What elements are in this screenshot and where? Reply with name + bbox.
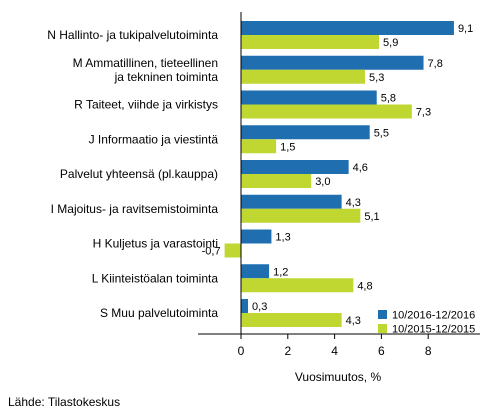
bar <box>241 104 412 119</box>
bar <box>241 90 377 105</box>
bar <box>241 160 349 174</box>
category-label: I Majoitus- ja ravitsemistoiminta <box>51 202 219 216</box>
bar <box>241 174 312 188</box>
bar-chart: 9,15,97,85,35,87,35,51,54,63,04,35,11,3-… <box>47 12 480 384</box>
data-label: 5,3 <box>369 72 384 84</box>
x-tick-label: 8 <box>425 344 432 358</box>
data-label: 1,5 <box>280 141 295 153</box>
bar <box>241 313 342 327</box>
data-label: 4,8 <box>357 280 372 292</box>
legend-swatch <box>378 324 387 333</box>
bar <box>241 208 361 223</box>
data-label: 9,1 <box>458 23 473 35</box>
bar <box>224 243 241 258</box>
bar <box>241 69 366 84</box>
bar <box>241 194 342 209</box>
category-label: R Taiteet, viihde ja virkistys <box>74 98 218 112</box>
data-label: 5,8 <box>381 93 396 105</box>
category-label: L Kiinteistöalan toiminta <box>92 271 219 285</box>
legend-label: 10/2015-12/2015 <box>392 324 475 336</box>
bar <box>241 21 454 35</box>
x-tick-label: 0 <box>238 344 245 358</box>
legend: 10/2016-12/2016 10/2015-12/2015 <box>378 310 475 336</box>
bar <box>241 35 380 49</box>
source-note: Lähde: Tilastokeskus <box>8 395 121 409</box>
bar <box>241 278 354 293</box>
bar <box>241 125 370 140</box>
data-label: 1,3 <box>275 232 290 244</box>
category-label: S Muu palvelutoiminta <box>100 306 218 320</box>
data-label: 5,1 <box>364 211 379 223</box>
bar <box>241 299 249 313</box>
category-label: Palvelut yhteensä (pl.kauppa) <box>60 167 218 181</box>
bar <box>241 139 277 154</box>
data-label: 5,9 <box>383 37 398 49</box>
category-label: M Ammatillinen, tieteellinen <box>73 56 218 70</box>
legend-swatch <box>378 310 387 319</box>
data-label: 4,3 <box>346 315 361 327</box>
bar <box>241 55 424 70</box>
bar <box>241 229 272 244</box>
category-label: J Informaatio ja viestintä <box>89 132 219 146</box>
x-tick-label: 6 <box>378 344 385 358</box>
data-label: -0,7 <box>202 246 221 258</box>
data-label: 0,3 <box>252 301 267 313</box>
x-axis-label: Vuosimuutos, % <box>295 370 382 384</box>
data-label: 7,3 <box>416 107 431 119</box>
data-label: 4,3 <box>346 197 361 209</box>
category-label: N Hallinto- ja tukipalvelutoiminta <box>47 28 218 42</box>
bar <box>241 264 270 279</box>
category-label: ja tekninen toiminta <box>114 70 219 84</box>
data-label: 3,0 <box>315 176 330 188</box>
category-label: H Kuljetus ja varastointi <box>93 237 218 251</box>
data-label: 1,2 <box>273 266 288 278</box>
legend-label: 10/2016-12/2016 <box>392 310 475 322</box>
category-labels: N Hallinto- ja tukipalvelutoiminta M Amma… <box>47 28 218 320</box>
data-label: 7,8 <box>428 58 443 70</box>
x-tick-label: 4 <box>331 344 338 358</box>
data-label: 4,6 <box>353 162 368 174</box>
data-label: 5,5 <box>374 127 389 139</box>
bars-group: 9,15,97,85,35,87,35,51,54,63,04,35,11,3-… <box>202 21 473 327</box>
x-axis: 0 2 4 6 8 Vuosimuutos, % <box>198 12 480 384</box>
x-tick-label: 2 <box>284 344 291 358</box>
